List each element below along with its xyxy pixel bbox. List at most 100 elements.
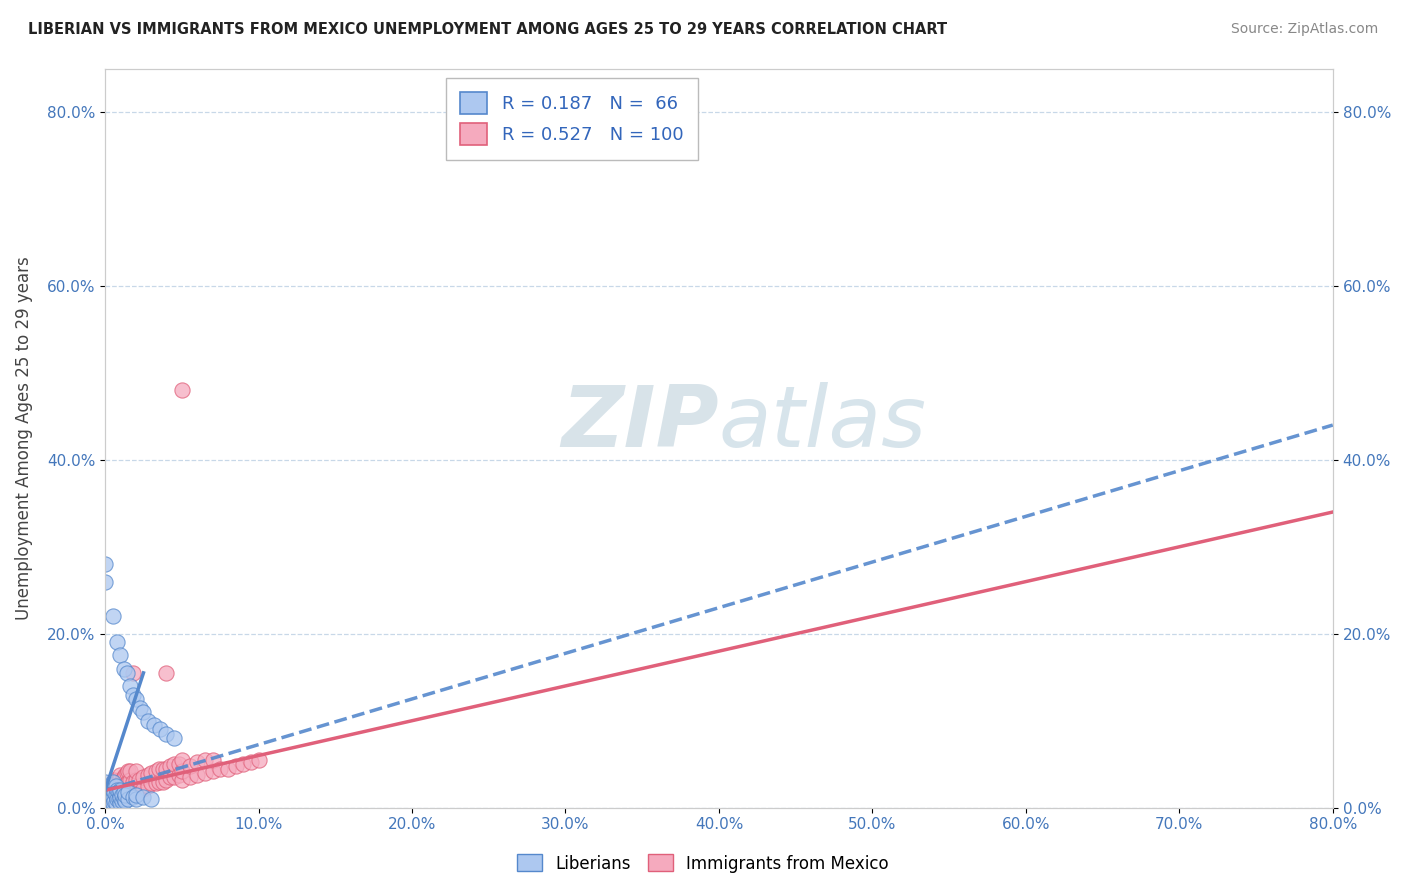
Point (103, 772, 125, 787)
Point (98, 797, 121, 811)
Point (152, 774, 174, 789)
Point (94, 783, 117, 797)
Point (94, 779, 117, 793)
Point (103, 785, 125, 799)
Point (110, 648, 132, 663)
Point (145, 776, 167, 790)
Point (118, 679, 141, 693)
Text: ZIP: ZIP (561, 382, 718, 465)
Point (112, 779, 135, 793)
Point (110, 790, 132, 805)
Point (98, 783, 121, 797)
Point (170, 764, 193, 779)
Point (94, 792, 117, 806)
Point (186, 767, 208, 781)
Point (104, 785, 127, 799)
Point (170, 772, 193, 787)
Point (167, 757, 190, 772)
Point (114, 779, 136, 793)
Point (94, 558, 117, 572)
Point (108, 785, 131, 799)
Point (100, 794, 122, 808)
Point (96, 800, 118, 814)
Point (105, 783, 128, 797)
Point (94, 774, 117, 789)
Point (121, 785, 143, 799)
Point (94, 788, 117, 802)
Text: atlas: atlas (718, 382, 927, 465)
Point (112, 770, 135, 784)
Point (167, 767, 190, 781)
Point (110, 797, 132, 811)
Point (117, 785, 139, 799)
Point (103, 794, 125, 808)
Point (148, 762, 170, 776)
Point (97, 785, 120, 799)
Point (209, 763, 232, 777)
Point (110, 776, 132, 790)
Point (112, 792, 135, 806)
Point (112, 661, 135, 675)
Point (132, 790, 155, 805)
Point (136, 714, 159, 728)
Point (170, 753, 193, 767)
Point (115, 776, 138, 790)
Point (104, 797, 127, 811)
Point (148, 774, 170, 789)
Point (97, 788, 120, 802)
Point (118, 764, 141, 779)
Point (201, 764, 224, 779)
Point (163, 731, 186, 745)
Point (97, 797, 120, 811)
Point (101, 785, 124, 799)
Point (118, 772, 141, 787)
Point (114, 788, 136, 802)
Point (117, 774, 139, 789)
Point (108, 772, 131, 787)
Legend: R = 0.187   N =  66, R = 0.527   N = 100: R = 0.187 N = 66, R = 0.527 N = 100 (446, 78, 697, 160)
Point (101, 797, 124, 811)
Point (101, 792, 124, 806)
Point (103, 788, 125, 802)
Point (98, 792, 121, 806)
Point (94, 792, 117, 806)
Point (149, 723, 172, 737)
Point (98, 797, 121, 811)
Point (132, 770, 155, 784)
Point (121, 790, 143, 805)
Point (121, 688, 143, 702)
Point (96, 788, 118, 802)
Point (100, 788, 122, 802)
Point (125, 792, 148, 806)
Point (136, 779, 159, 793)
Point (111, 790, 134, 805)
Point (100, 779, 122, 793)
Point (121, 774, 143, 789)
Point (110, 767, 132, 781)
Point (159, 770, 181, 784)
Point (128, 783, 150, 797)
Point (247, 753, 270, 767)
Text: LIBERIAN VS IMMIGRANTS FROM MEXICO UNEMPLOYMENT AMONG AGES 25 TO 29 YEARS CORREL: LIBERIAN VS IMMIGRANTS FROM MEXICO UNEMP… (28, 22, 948, 37)
Point (117, 792, 139, 806)
Point (94, 788, 117, 802)
Point (97, 800, 120, 814)
Point (225, 759, 247, 773)
Point (114, 788, 136, 802)
Point (115, 665, 138, 680)
Point (117, 783, 139, 797)
Point (111, 794, 134, 808)
Point (96, 794, 118, 808)
Point (105, 792, 128, 806)
Point (108, 781, 131, 796)
Point (104, 788, 127, 802)
Point (128, 772, 150, 787)
Point (110, 792, 132, 806)
Point (112, 785, 135, 799)
Point (115, 765, 138, 780)
Point (100, 800, 122, 814)
Point (104, 779, 127, 793)
Point (101, 790, 124, 805)
Point (141, 792, 163, 806)
Point (101, 774, 124, 789)
